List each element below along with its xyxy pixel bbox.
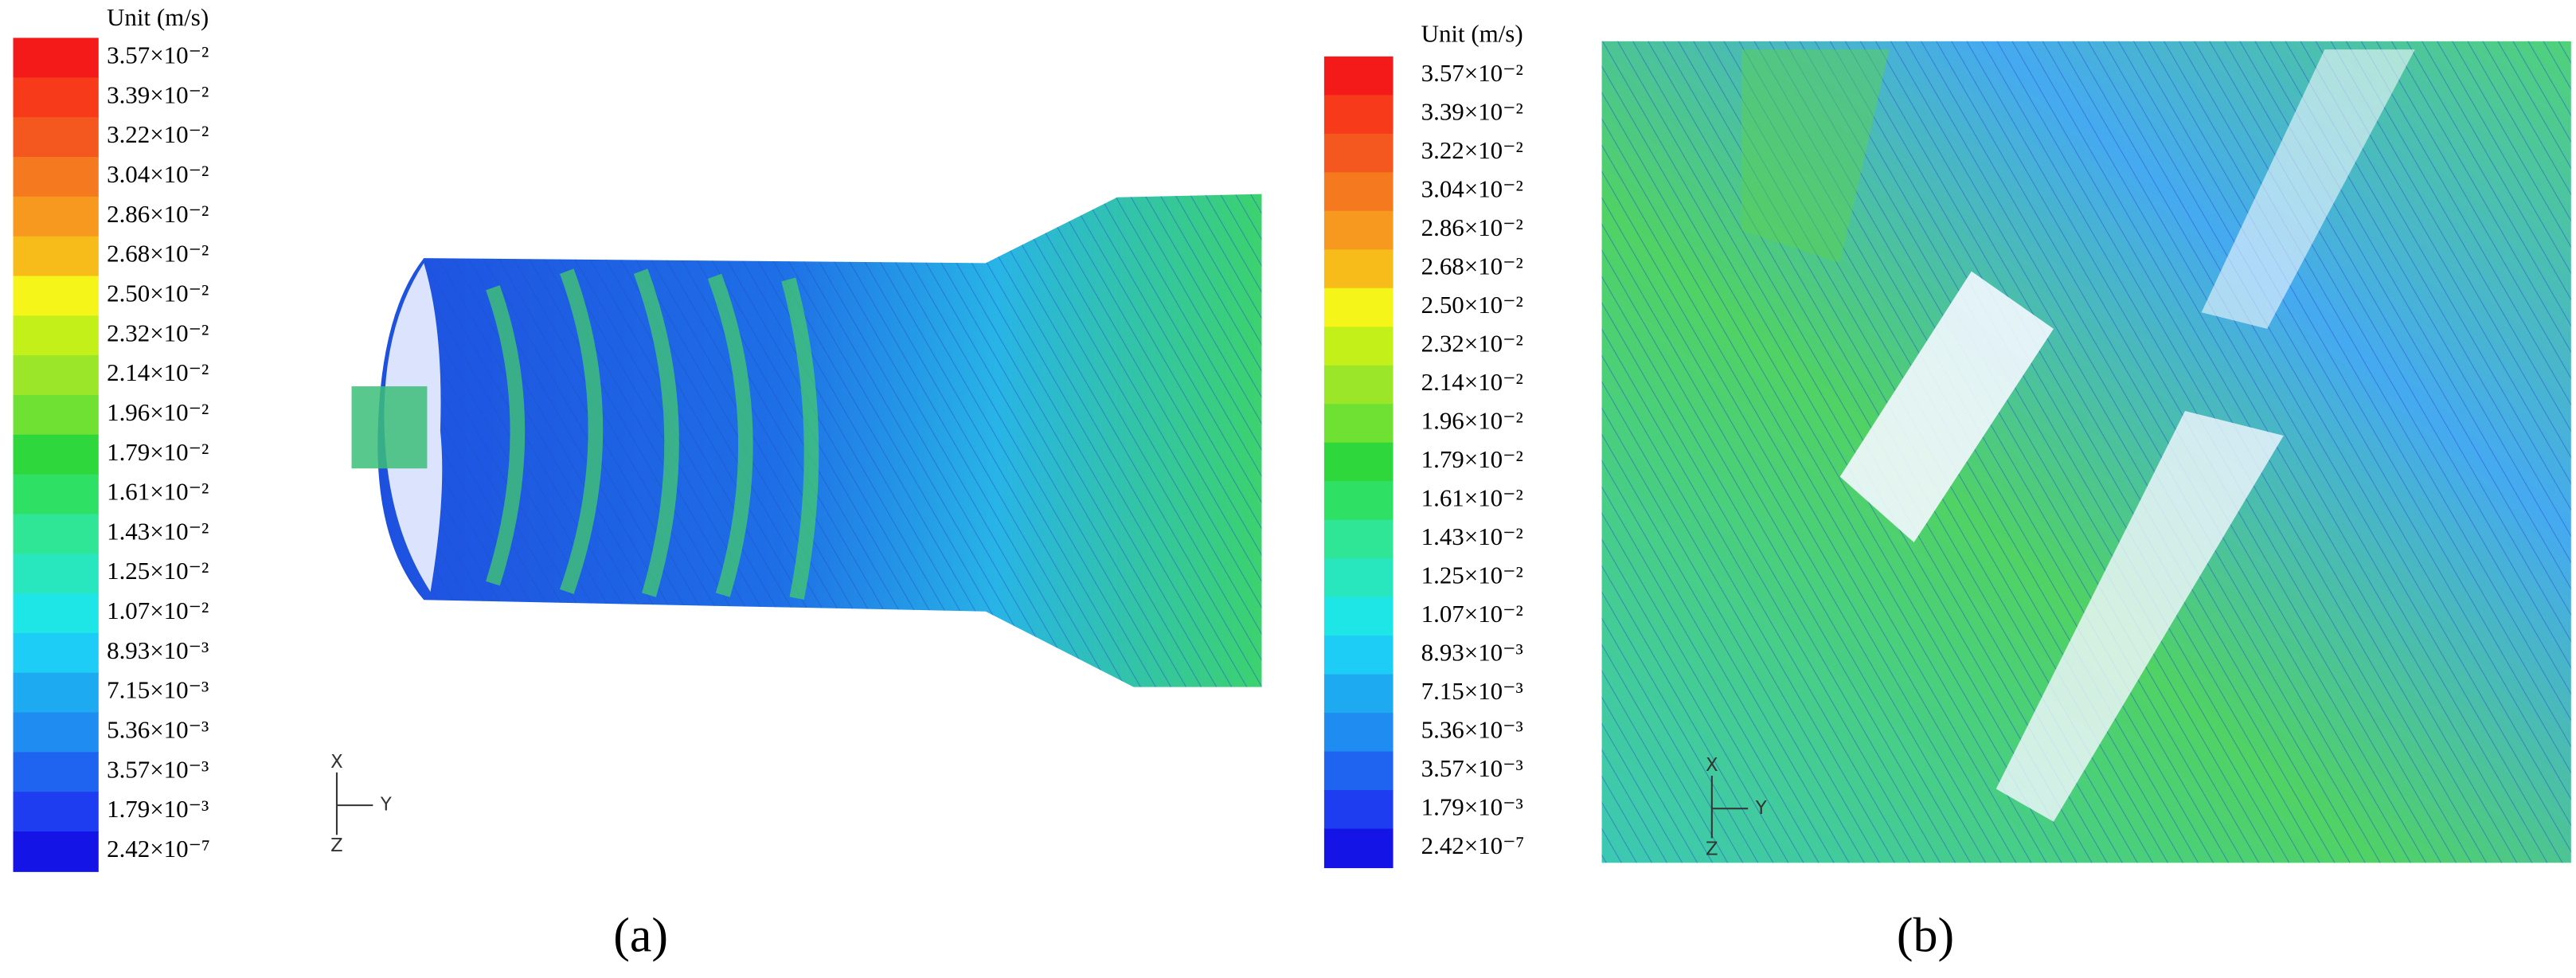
colorbar-band — [1323, 790, 1394, 830]
colorbar-band — [13, 37, 99, 79]
colorbar-band — [1323, 442, 1394, 483]
colorbar-label: 5.36×10⁻³ — [107, 716, 209, 744]
colorbar-band — [1323, 558, 1394, 598]
colorbar-label: 1.96×10⁻² — [107, 398, 209, 426]
colorbar-label: 1.96×10⁻² — [1421, 407, 1523, 435]
colorbar-label: 2.14×10⁻² — [107, 358, 209, 386]
axis-label-z: Z — [1706, 839, 1718, 859]
colorbar-band — [13, 514, 99, 555]
velocity-field-a — [351, 194, 1262, 687]
colorbar-band — [1323, 828, 1394, 869]
colorbar-band — [1323, 288, 1394, 328]
panel-caption: (a) — [613, 909, 668, 963]
axis-label-x: X — [330, 752, 343, 773]
panel-caption: (b) — [1897, 909, 1954, 963]
colorbar-label: 1.79×10⁻² — [1421, 445, 1523, 473]
velocity-field-b — [1601, 41, 2571, 863]
colorbar-label: 3.57×10⁻³ — [1421, 754, 1523, 782]
colorbar-label: 2.14×10⁻² — [1421, 368, 1523, 396]
colorbar-label: 1.61×10⁻² — [107, 478, 209, 506]
colorbar-band — [1323, 713, 1394, 753]
colorbar-label: 1.25×10⁻² — [1421, 561, 1523, 589]
colorbar-band — [1323, 674, 1394, 714]
colorbar-band — [13, 276, 99, 317]
colorbar-band — [1323, 327, 1394, 366]
colorbar-label: 3.39×10⁻² — [107, 80, 209, 108]
colorbar-band — [1323, 365, 1394, 405]
colorbar-band — [1323, 95, 1394, 135]
colorbar-label: 2.50×10⁻² — [107, 279, 209, 307]
colorbar-label: 1.61×10⁻² — [1421, 484, 1523, 512]
colorbar-band — [1323, 172, 1394, 212]
colorbar-label: 3.57×10⁻² — [1421, 59, 1523, 87]
colorbar-label: 1.79×10⁻³ — [107, 795, 209, 823]
colorbar-band — [13, 752, 99, 793]
colorbar-label: 2.42×10⁻⁷ — [1421, 831, 1525, 859]
colorbar-band — [1323, 210, 1394, 251]
colorbar-label: 7.15×10⁻³ — [1421, 677, 1523, 705]
colorbar-label: 2.68×10⁻² — [1421, 252, 1523, 280]
colorbar-label: 3.57×10⁻² — [107, 41, 209, 69]
colorbar-label: 3.04×10⁻² — [107, 160, 209, 188]
colorbar-band — [13, 672, 99, 714]
colorbar-band — [1323, 597, 1394, 637]
colorbar-band — [13, 236, 99, 277]
axis-label-z: Z — [330, 835, 343, 856]
colorbar-label: 3.04×10⁻² — [1421, 175, 1523, 203]
colorbar-band — [13, 156, 99, 198]
colorbar-band — [13, 474, 99, 515]
colorbar-label: 5.36×10⁻³ — [1421, 715, 1523, 743]
colorbar-band — [13, 196, 99, 237]
colorbar-band — [13, 712, 99, 753]
colorbar-band — [13, 355, 99, 396]
axis-label-x: X — [1706, 755, 1718, 776]
colorbar-label: 3.57×10⁻³ — [107, 755, 209, 783]
axis-label-y: Y — [1755, 798, 1767, 819]
colorbar-label: 2.86×10⁻² — [107, 200, 209, 228]
colorbar-band — [13, 632, 99, 674]
colorbar-band — [13, 394, 99, 436]
colorbar-label: 1.79×10⁻³ — [1421, 792, 1523, 820]
colorbar-label: 8.93×10⁻³ — [1421, 638, 1523, 666]
colorbar-band — [13, 554, 99, 595]
colorbar-label: 1.43×10⁻² — [107, 517, 209, 545]
legend-title: Unit (m/s) — [1421, 20, 1523, 48]
colorbar-label: 1.07×10⁻² — [1421, 600, 1523, 628]
colorbar-band — [1323, 751, 1394, 792]
colorbar-band — [13, 117, 99, 158]
colorbar-label: 7.15×10⁻³ — [107, 676, 209, 704]
colorbar-label: 1.43×10⁻² — [1421, 522, 1523, 550]
axis-label-y: Y — [380, 795, 392, 816]
colorbar-band — [13, 434, 99, 475]
colorbar-label: 8.93×10⁻³ — [107, 636, 209, 664]
colorbar-band — [1323, 481, 1394, 521]
colorbar-band — [13, 315, 99, 357]
legend-title: Unit (m/s) — [107, 3, 209, 31]
colorbar-band — [13, 831, 99, 872]
colorbar-band — [1323, 404, 1394, 444]
colorbar-band — [13, 593, 99, 634]
colorbar-band — [1323, 519, 1394, 560]
colorbar-band — [13, 77, 99, 119]
colorbar-label: 1.25×10⁻² — [107, 557, 209, 585]
colorbar-label: 2.68×10⁻² — [107, 240, 209, 268]
colorbar-band — [1323, 56, 1394, 96]
colorbar-label: 3.22×10⁻² — [107, 120, 209, 148]
colorbar-label: 2.50×10⁻² — [1421, 291, 1523, 319]
colorbar-band — [13, 792, 99, 833]
colorbar-label: 1.79×10⁻² — [107, 438, 209, 466]
colorbar-label: 3.22×10⁻² — [1421, 136, 1523, 164]
colorbar-label: 2.32×10⁻² — [107, 319, 209, 346]
colorbar-label: 1.07×10⁻² — [107, 597, 209, 624]
colorbar-label: 2.42×10⁻⁷ — [107, 835, 210, 863]
colorbar-band — [1323, 636, 1394, 675]
colorbar-band — [1323, 133, 1394, 174]
colorbar-label: 2.86×10⁻² — [1421, 213, 1523, 241]
colorbar-label: 2.32×10⁻² — [1421, 330, 1523, 358]
colorbar-band — [1323, 249, 1394, 289]
colorbar-label: 3.39×10⁻² — [1421, 98, 1523, 126]
